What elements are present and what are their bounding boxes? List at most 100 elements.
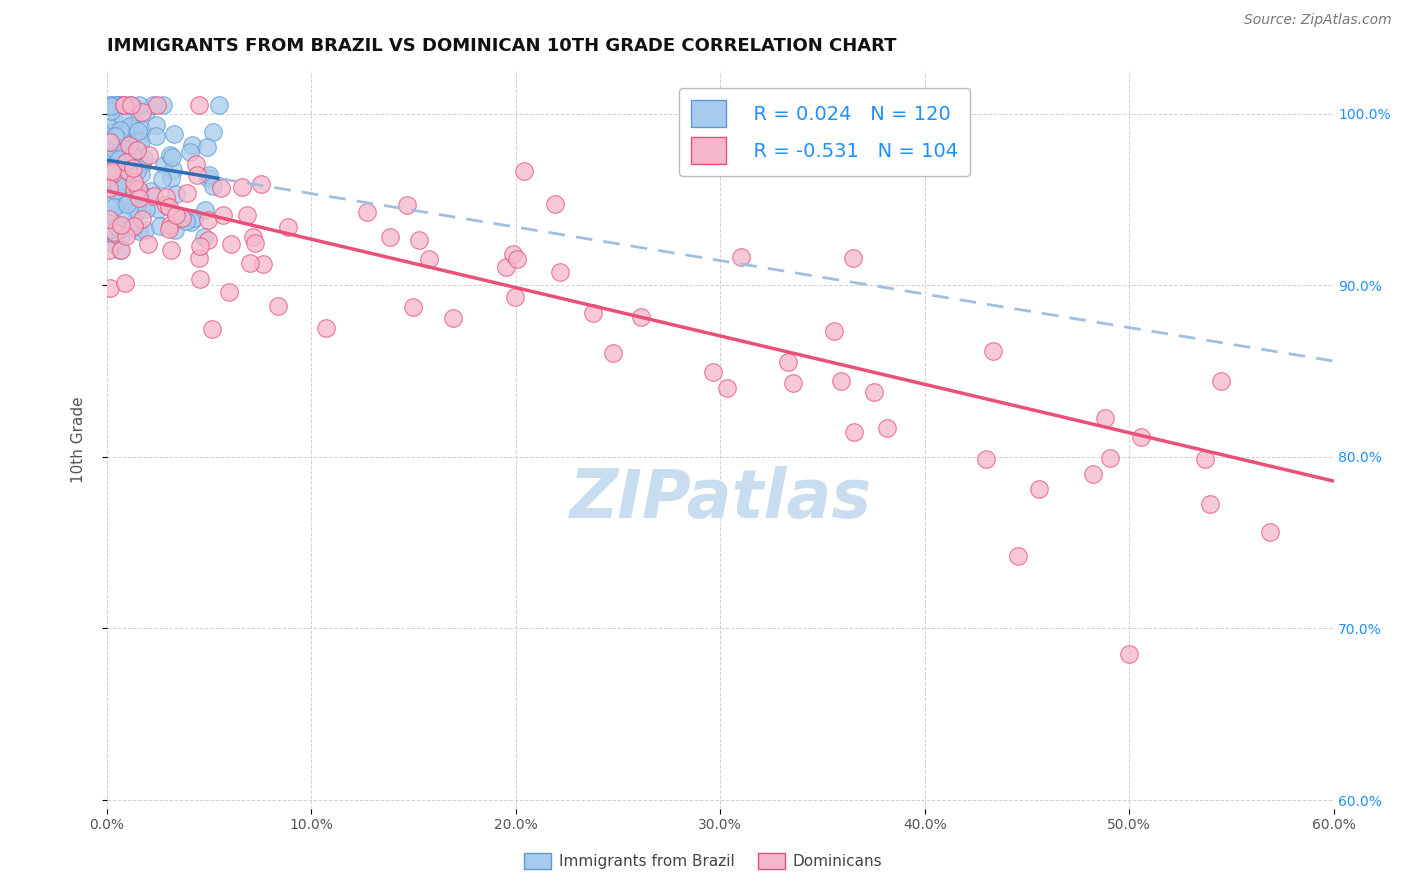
Point bbox=[131, 105, 153, 120]
Point bbox=[104, 145, 127, 159]
Point bbox=[100, 163, 122, 178]
Point bbox=[124, 122, 146, 136]
Point bbox=[512, 163, 534, 178]
Point bbox=[315, 321, 337, 335]
Point bbox=[100, 99, 122, 113]
Point bbox=[131, 167, 153, 181]
Point bbox=[152, 98, 174, 112]
Point bbox=[120, 221, 142, 235]
Point bbox=[186, 157, 208, 171]
Point bbox=[114, 229, 136, 244]
Point bbox=[219, 236, 242, 251]
Point bbox=[103, 160, 125, 174]
Point bbox=[118, 119, 141, 133]
Point bbox=[132, 151, 155, 165]
Point bbox=[1130, 430, 1153, 444]
Text: IMMIGRANTS FROM BRAZIL VS DOMINICAN 10TH GRADE CORRELATION CHART: IMMIGRANTS FROM BRAZIL VS DOMINICAN 10TH… bbox=[107, 37, 897, 55]
Point bbox=[108, 98, 131, 112]
Point bbox=[135, 202, 157, 216]
Point bbox=[112, 98, 135, 112]
Point bbox=[252, 257, 274, 271]
Point bbox=[1118, 647, 1140, 661]
Point bbox=[115, 150, 138, 164]
Point bbox=[242, 230, 264, 244]
Point bbox=[145, 118, 167, 132]
Point bbox=[159, 219, 181, 233]
Point bbox=[159, 147, 181, 161]
Point bbox=[155, 190, 177, 204]
Point bbox=[131, 211, 153, 226]
Point bbox=[98, 135, 121, 149]
Point bbox=[145, 128, 167, 143]
Point bbox=[111, 210, 134, 224]
Point bbox=[160, 243, 183, 257]
Point bbox=[842, 251, 865, 265]
Point bbox=[193, 229, 215, 244]
Point bbox=[98, 161, 121, 175]
Point bbox=[104, 98, 127, 112]
Point bbox=[100, 222, 122, 236]
Point bbox=[128, 98, 150, 112]
Point bbox=[98, 181, 121, 195]
Point bbox=[120, 98, 142, 112]
Point bbox=[124, 175, 146, 189]
Point bbox=[105, 220, 128, 235]
Point bbox=[136, 237, 159, 252]
Point bbox=[108, 145, 131, 160]
Point bbox=[108, 231, 131, 245]
Point bbox=[188, 98, 211, 112]
Point bbox=[162, 150, 184, 164]
Point bbox=[395, 198, 418, 212]
Point bbox=[730, 250, 752, 264]
Point bbox=[98, 243, 121, 257]
Point bbox=[236, 208, 259, 222]
Point bbox=[125, 143, 148, 157]
Point bbox=[112, 143, 135, 157]
Point bbox=[107, 177, 129, 191]
Point bbox=[131, 123, 153, 137]
Point bbox=[124, 161, 146, 175]
Point bbox=[105, 142, 128, 156]
Point bbox=[98, 172, 121, 186]
Point bbox=[98, 120, 121, 135]
Point bbox=[630, 310, 652, 325]
Point bbox=[98, 145, 121, 159]
Y-axis label: 10th Grade: 10th Grade bbox=[72, 396, 86, 483]
Point bbox=[198, 168, 221, 182]
Point bbox=[103, 225, 125, 239]
Point bbox=[124, 101, 146, 115]
Point bbox=[107, 166, 129, 180]
Point bbox=[146, 98, 169, 112]
Point bbox=[1094, 410, 1116, 425]
Point bbox=[197, 140, 219, 154]
Point bbox=[127, 182, 149, 196]
Point bbox=[112, 178, 135, 192]
Point bbox=[581, 305, 603, 319]
Legend: Immigrants from Brazil, Dominicans: Immigrants from Brazil, Dominicans bbox=[517, 847, 889, 875]
Point bbox=[823, 324, 845, 338]
Point bbox=[150, 172, 173, 186]
Point bbox=[118, 137, 141, 152]
Point bbox=[127, 124, 149, 138]
Point bbox=[114, 130, 136, 145]
Point bbox=[125, 205, 148, 219]
Point bbox=[702, 365, 724, 379]
Point bbox=[120, 121, 142, 136]
Point bbox=[1007, 549, 1029, 564]
Point bbox=[98, 281, 121, 295]
Point bbox=[98, 212, 121, 227]
Point bbox=[218, 285, 240, 299]
Point bbox=[111, 111, 134, 125]
Point bbox=[544, 196, 567, 211]
Point bbox=[104, 129, 127, 144]
Point bbox=[503, 289, 526, 303]
Point bbox=[179, 145, 201, 159]
Point bbox=[602, 346, 624, 360]
Point bbox=[239, 256, 262, 270]
Point bbox=[114, 124, 136, 138]
Point bbox=[104, 175, 127, 189]
Point bbox=[110, 243, 132, 257]
Point bbox=[149, 219, 172, 233]
Point bbox=[208, 98, 231, 112]
Point bbox=[162, 163, 184, 178]
